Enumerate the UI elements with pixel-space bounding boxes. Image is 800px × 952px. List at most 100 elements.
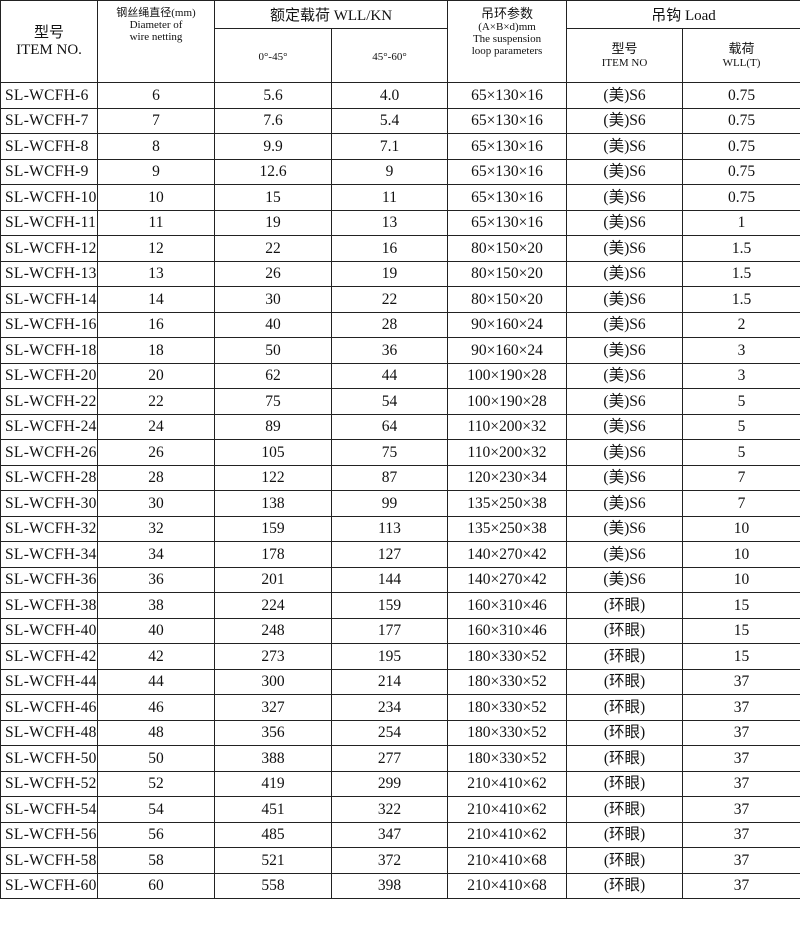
item-no: SL-WCFH-44 <box>0 668 98 695</box>
hook-load: 37 <box>682 694 800 721</box>
hook-type: (美)S6 <box>566 209 684 236</box>
hook-type: (美)S6 <box>566 490 684 517</box>
hook-load: 15 <box>682 643 800 670</box>
load-0-45: 248 <box>214 617 332 644</box>
load-0-45: 7.6 <box>214 107 332 134</box>
hook-load: 37 <box>682 872 800 899</box>
load-0-45: 201 <box>214 566 332 593</box>
item-no: SL-WCFH-12 <box>0 235 98 262</box>
hook-load: 15 <box>682 617 800 644</box>
hook-load: 1.5 <box>682 260 800 287</box>
header-cell: 0°-45° <box>214 28 332 83</box>
header-cell: 吊钩 Load <box>566 0 800 29</box>
load-45-60: 299 <box>330 770 449 797</box>
diameter: 7 <box>97 107 215 134</box>
table-row: SL-WCFH-26 26 105 75 110×200×32 (美)S6 5 <box>0 439 800 466</box>
hook-load: 1 <box>682 209 800 236</box>
header-text: 额定载荷 WLL/KN <box>269 8 393 24</box>
hook-load: 5 <box>682 439 800 466</box>
hook-load: 7 <box>682 464 800 491</box>
loop-params: 100×190×28 <box>447 362 568 389</box>
hook-type: (环眼) <box>566 592 684 619</box>
diameter: 14 <box>97 286 215 313</box>
header-text: 型号 <box>611 41 638 57</box>
hook-type: (美)S6 <box>566 413 684 440</box>
load-0-45: 273 <box>214 643 332 670</box>
diameter: 44 <box>97 668 215 695</box>
loop-params: 210×410×62 <box>447 796 568 823</box>
header-cell: 额定载荷 WLL/KN <box>213 0 449 29</box>
spec-table: 型号 ITEM NO. 钢丝绳直径(mm) Diameter of wire n… <box>0 0 800 899</box>
loop-params: 80×150×20 <box>447 260 568 287</box>
header-text: 载荷 <box>728 41 755 57</box>
load-45-60: 9 <box>330 158 449 185</box>
header-cell: 钢丝绳直径(mm) Diameter of wire netting <box>97 0 215 83</box>
load-45-60: 75 <box>330 439 449 466</box>
header-text: Diameter of <box>129 19 183 32</box>
load-0-45: 178 <box>214 541 332 568</box>
loop-params: 80×150×20 <box>447 235 568 262</box>
header-text: (A×B×d)mm <box>478 21 536 34</box>
load-0-45: 89 <box>214 413 332 440</box>
load-0-45: 22 <box>214 235 332 262</box>
item-no: SL-WCFH-38 <box>0 592 98 619</box>
load-45-60: 234 <box>330 694 449 721</box>
load-0-45: 521 <box>214 847 332 874</box>
load-45-60: 195 <box>330 643 449 670</box>
load-0-45: 19 <box>214 209 332 236</box>
load-0-45: 5.6 <box>214 82 332 109</box>
table-row: SL-WCFH-16 16 40 28 90×160×24 (美)S6 2 <box>0 311 800 338</box>
item-no: SL-WCFH-10 <box>0 184 98 211</box>
table-row: SL-WCFH-58 58 521 372 210×410×68 (环眼) 37 <box>0 847 800 874</box>
hook-load: 37 <box>682 770 800 797</box>
hook-type: (环眼) <box>566 668 684 695</box>
load-0-45: 451 <box>214 796 332 823</box>
item-no: SL-WCFH-52 <box>0 770 98 797</box>
load-45-60: 99 <box>330 490 449 517</box>
hook-load: 1.5 <box>682 286 800 313</box>
table-row: SL-WCFH-50 50 388 277 180×330×52 (环眼) 37 <box>0 745 800 772</box>
item-no: SL-WCFH-14 <box>0 286 98 313</box>
header-cell: 型号 ITEM NO. <box>0 0 98 83</box>
table-row: SL-WCFH-40 40 248 177 160×310×46 (环眼) 15 <box>0 617 800 644</box>
hook-load: 37 <box>682 821 800 848</box>
diameter: 12 <box>97 235 215 262</box>
diameter: 32 <box>97 515 215 542</box>
hook-type: (美)S6 <box>566 82 684 109</box>
item-no: SL-WCFH-54 <box>0 796 98 823</box>
table-row: SL-WCFH-54 54 451 322 210×410×62 (环眼) 37 <box>0 796 800 823</box>
load-45-60: 144 <box>330 566 449 593</box>
table-row: SL-WCFH-34 34 178 127 140×270×42 (美)S6 10 <box>0 541 800 568</box>
diameter: 56 <box>97 821 215 848</box>
load-45-60: 159 <box>330 592 449 619</box>
hook-type: (美)S6 <box>566 311 684 338</box>
table-row: SL-WCFH-22 22 75 54 100×190×28 (美)S6 5 <box>0 388 800 415</box>
hook-type: (美)S6 <box>566 566 684 593</box>
hook-type: (环眼) <box>566 796 684 823</box>
diameter: 10 <box>97 184 215 211</box>
table-row: SL-WCFH-20 20 62 44 100×190×28 (美)S6 3 <box>0 362 800 389</box>
diameter: 13 <box>97 260 215 287</box>
header-text: WLL(T) <box>722 56 761 69</box>
load-45-60: 322 <box>330 796 449 823</box>
item-no: SL-WCFH-8 <box>0 133 98 160</box>
hook-type: (美)S6 <box>566 286 684 313</box>
header-text: loop parameters <box>471 45 543 58</box>
loop-params: 65×130×16 <box>447 158 568 185</box>
hook-type: (美)S6 <box>566 464 684 491</box>
load-0-45: 159 <box>214 515 332 542</box>
hook-type: (环眼) <box>566 617 684 644</box>
hook-load: 5 <box>682 413 800 440</box>
load-0-45: 30 <box>214 286 332 313</box>
loop-params: 120×230×34 <box>447 464 568 491</box>
diameter: 22 <box>97 388 215 415</box>
diameter: 16 <box>97 311 215 338</box>
loop-params: 65×130×16 <box>447 82 568 109</box>
hook-type: (美)S6 <box>566 388 684 415</box>
load-45-60: 254 <box>330 719 449 746</box>
table-row: SL-WCFH-11 11 19 13 65×130×16 (美)S6 1 <box>0 209 800 236</box>
load-0-45: 388 <box>214 745 332 772</box>
hook-load: 1.5 <box>682 235 800 262</box>
table-row: SL-WCFH-46 46 327 234 180×330×52 (环眼) 37 <box>0 694 800 721</box>
hook-load: 0.75 <box>682 133 800 160</box>
